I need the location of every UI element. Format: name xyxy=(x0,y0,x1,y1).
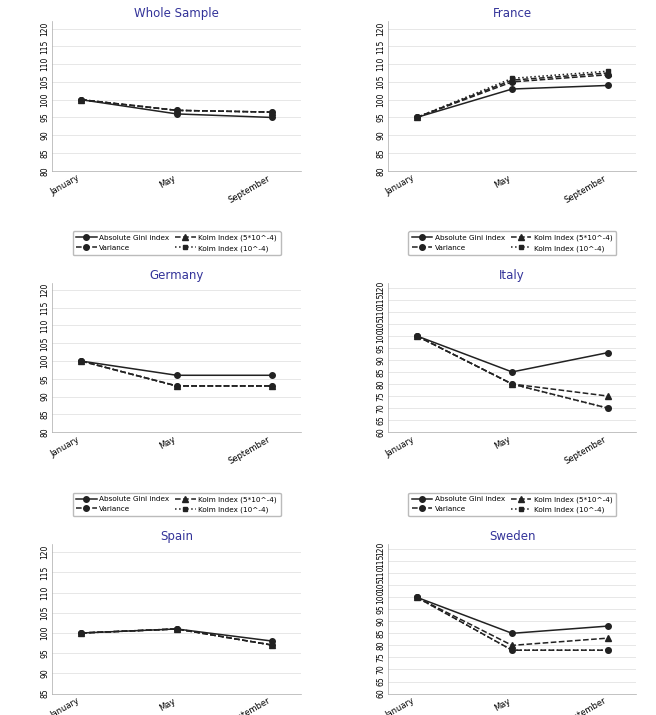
Title: Spain: Spain xyxy=(160,530,194,543)
Title: Sweden: Sweden xyxy=(489,530,535,543)
Title: Italy: Italy xyxy=(499,269,525,282)
Legend: Absolute Gini index, Variance, Kolm Index (5*10^-4), Kolm Index (10^-4): Absolute Gini index, Variance, Kolm Inde… xyxy=(408,231,616,255)
Legend: Absolute Gini index, Variance, Kolm Index (5*10^-4), Kolm Index (10^-4): Absolute Gini index, Variance, Kolm Inde… xyxy=(73,231,281,255)
Title: Germany: Germany xyxy=(150,269,204,282)
Title: France: France xyxy=(493,7,531,20)
Title: Whole Sample: Whole Sample xyxy=(134,7,219,20)
Legend: Absolute Gini index, Variance, Kolm Index (5*10^-4), Kolm Index (10^-4): Absolute Gini index, Variance, Kolm Inde… xyxy=(408,493,616,516)
Legend: Absolute Gini index, Variance, Kolm Index (5*10^-4), Kolm Index (10^-4): Absolute Gini index, Variance, Kolm Inde… xyxy=(73,493,281,516)
